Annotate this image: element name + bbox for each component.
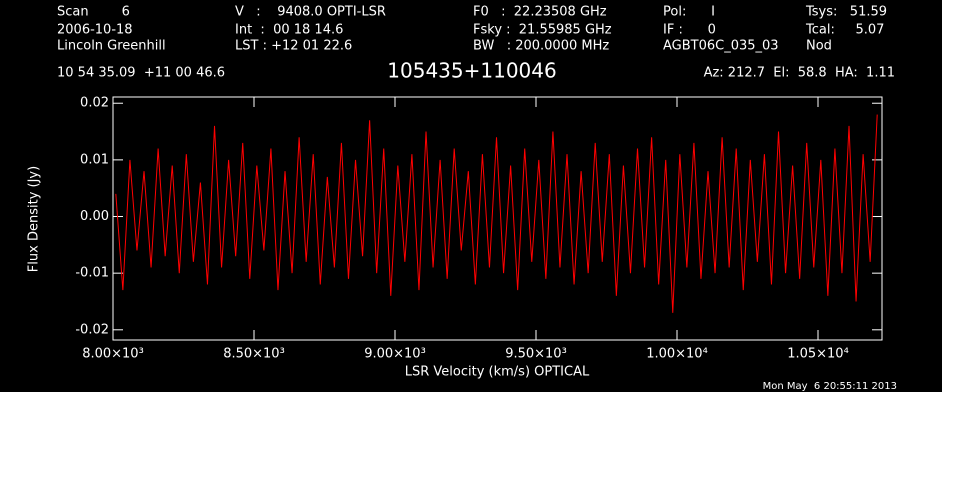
plot-frame (112, 96, 883, 341)
plot-background (0, 0, 942, 392)
header-field: Int : 00 18 14.6 (235, 23, 343, 38)
header-field: LST : +12 01 22.6 (235, 39, 352, 54)
y-tick-label: 0.00 (80, 209, 109, 224)
x-tick-label: 1.00×10⁴ (646, 347, 708, 362)
y-tick-label: -0.01 (75, 266, 109, 281)
y-tick-label: 0.02 (80, 96, 109, 111)
header-field: Tcal: 5.07 (805, 23, 884, 38)
header-field: Scan 6 (57, 5, 130, 20)
header-field: Tsys: 51.59 (805, 5, 887, 20)
timestamp: Mon May 6 20:55:11 2013 (763, 381, 897, 392)
header-field: Fsky : 21.55985 GHz (473, 23, 612, 38)
x-tick-label: 9.00×10³ (364, 347, 426, 362)
y-tick-label: 0.01 (80, 152, 109, 167)
header-field: IF : 0 (663, 23, 716, 38)
x-tick-label: 8.00×10³ (82, 347, 144, 362)
y-tick-label: -0.02 (75, 322, 109, 337)
header-field: Lincoln Greenhill (57, 39, 166, 54)
x-tick-label: 1.05×10⁴ (787, 347, 849, 362)
pointing: Az: 212.7 El: 58.8 HA: 1.11 (704, 66, 895, 81)
coordinates: 10 54 35.09 +11 00 46.6 (57, 66, 225, 81)
header-field: F0 : 22.23508 GHz (473, 5, 607, 20)
header-field: BW : 200.0000 MHz (473, 39, 609, 54)
header-field: 2006-10-18 (57, 23, 133, 38)
header-field: Pol: I (663, 5, 715, 20)
x-tick-label: 8.50×10³ (223, 347, 285, 362)
chart-title: 105435+110046 (387, 59, 556, 83)
x-axis-label: LSR Velocity (km/s) OPTICAL (405, 365, 590, 380)
y-axis-label: Flux Density (Jy) (27, 166, 42, 272)
header-field: Nod (806, 39, 832, 54)
spectrum-line (115, 114, 878, 313)
header-field: AGBT06C_035_03 (663, 39, 779, 54)
header-field: V : 9408.0 OPTI-LSR (235, 5, 386, 20)
x-tick-label: 9.50×10³ (505, 347, 567, 362)
